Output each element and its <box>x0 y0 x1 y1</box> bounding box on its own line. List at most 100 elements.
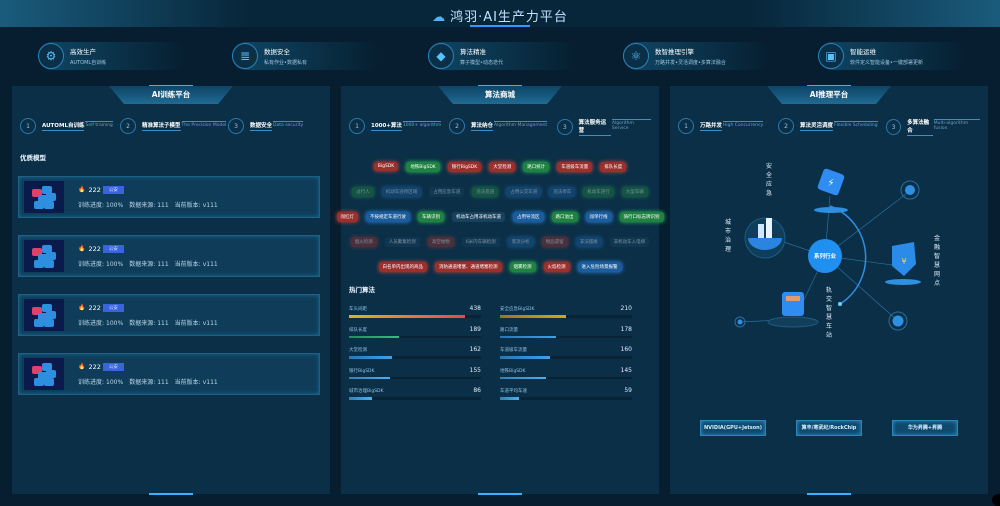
gear-icon: ⚙ <box>38 43 64 69</box>
algorithm-tag[interactable]: 银行BigSDK <box>447 161 482 172</box>
model-card[interactable]: 🔥 222 公安 训练进度: 100% 数据来源: 111 当前版本: v111 <box>18 294 320 336</box>
step-subtitle: High Concurrency <box>723 120 764 128</box>
bar-fill <box>349 335 400 338</box>
server-rack-thumbnail <box>24 358 64 390</box>
bar-value: 160 <box>620 346 632 353</box>
algorithm-tag[interactable]: 车辆识别 <box>418 211 444 222</box>
feature-subtitle: 软件定义智能设备•一键部署更新 <box>850 60 923 66</box>
algorithm-tag[interactable]: BigSDK <box>373 162 399 171</box>
step-title: 算法服务运营 <box>578 118 611 136</box>
algorithm-tag[interactable]: 机动车占用非机动车道 <box>452 211 505 222</box>
feature-title: 智能运维 <box>850 48 876 56</box>
source-label: 数据来源: <box>129 319 156 327</box>
bar-value: 145 <box>620 366 632 374</box>
algorithm-tag[interactable]: 物品遗留 <box>541 236 568 247</box>
algorithm-tag[interactable]: 违法停车 <box>549 186 576 197</box>
panel-title: AI训练平台 <box>109 86 233 104</box>
algorithm-tag[interactable]: 进入危险场景报警 <box>577 261 622 272</box>
industry-label: 安全应急 <box>765 163 772 197</box>
version-value: v111 <box>202 319 218 327</box>
algorithm-tag[interactable]: 地铁BigSDK <box>406 161 440 172</box>
step-subtitle: Multi-algorithm fusion <box>933 119 980 131</box>
bar-track <box>349 335 481 338</box>
algorithm-tag[interactable]: 高空抛物 <box>427 236 454 247</box>
step-title: 万路并发 <box>700 123 723 131</box>
algorithm-tag[interactable]: 排队长度 <box>600 161 627 172</box>
inference-panel: AI推理平台 1 万路并发 High Concurrency 2 算法灵活调度 Flexi… <box>670 85 988 495</box>
algorithm-tag[interactable]: 占用公交车道 <box>506 186 542 197</box>
version-value: v111 <box>202 201 218 209</box>
algorithm-tag[interactable]: 路口溢出 <box>551 211 578 222</box>
algorithm-tag[interactable]: 车道级车流量 <box>557 161 593 172</box>
progress-label: 训练进度: <box>78 319 105 327</box>
bar-item: 银行BigSDK 155 <box>349 366 481 387</box>
section-title: 优质模型 <box>20 154 46 162</box>
algorithm-tag[interactable]: 过行人 <box>352 186 374 197</box>
step-subtitle: Algorithm Management <box>494 120 548 128</box>
algorithm-tags: BigSDK 地铁BigSDK 银行BigSDK 大堂检测 路口统计 车道级车流量 排队长度… <box>336 154 664 279</box>
algorithm-tag[interactable]: 闯红灯 <box>336 211 358 222</box>
bar-fill <box>500 356 551 359</box>
bar-value: 155 <box>469 366 481 374</box>
algorithm-tag[interactable]: 路口统计 <box>523 161 550 172</box>
step-number: 2 <box>449 118 465 134</box>
version-label: 当前版本: <box>174 260 201 268</box>
model-card[interactable]: 🔥 222 公安 训练进度: 100% 数据来源: 111 当前版本: v111 <box>18 235 320 277</box>
algorithm-tag[interactable]: 非机动车入电梯 <box>609 236 650 247</box>
version-value: v111 <box>202 260 218 268</box>
model-card[interactable]: 🔥 222 公安 训练进度: 100% 数据来源: 111 当前版本: v111 <box>18 176 320 218</box>
bar-value: 86 <box>473 387 481 394</box>
bar-item: 城市治理BigSDK 86 <box>349 386 481 407</box>
hardware-rockchip-button[interactable]: 算丰/寒武纪/RockChip <box>796 420 862 436</box>
source-value: 111 <box>157 319 169 327</box>
industry-label: 城市治理 <box>724 219 731 253</box>
step-subtitle: Algorithm Service <box>611 119 651 131</box>
algorithm-tag[interactable]: 烟雾检测 <box>509 261 536 272</box>
svg-text:⚡: ⚡ <box>827 178 834 189</box>
algorithm-tag[interactable]: 闯单行线 <box>585 211 612 222</box>
algorithm-tag[interactable]: 大堂检测 <box>489 161 516 172</box>
scroll-corner-icon[interactable] <box>992 494 1000 506</box>
step-subtitle: Self training <box>85 120 113 128</box>
algorithm-tag[interactable]: 骑行口标志牌识别 <box>619 211 664 222</box>
algorithm-tag[interactable]: 机动车逆行 <box>583 186 614 197</box>
algorithm-tag[interactable]: 机动车违停区域 <box>381 186 422 197</box>
algorithm-tag[interactable]: 占用应急车道 <box>429 186 465 197</box>
algorithm-tag[interactable]: 占用导流区 <box>513 211 544 222</box>
lightning-icon <box>817 168 845 196</box>
algorithm-tag[interactable]: 6米内车辆检测 <box>461 236 500 247</box>
algorithm-tag[interactable]: 客流分析 <box>507 236 534 247</box>
algorithm-tag[interactable]: 消防通道堵塞、通道堵塞检测 <box>435 261 502 272</box>
tag-row: 白名单内出现的商品 消防通道堵塞、通道堵塞检测 烟雾检测 火焰检测 进入危险场景报警 <box>347 254 653 279</box>
bar-label: 排队长度 <box>349 327 367 333</box>
algorithm-tag[interactable]: 违法变道 <box>472 186 499 197</box>
bar-fill <box>349 397 372 400</box>
center-label: 系列行业 <box>814 252 837 260</box>
source-value: 111 <box>157 260 169 268</box>
step-subtitle: The Precision Model <box>181 120 227 128</box>
algorithm-tag[interactable]: 人员聚集检测 <box>384 236 420 247</box>
model-card[interactable]: 🔥 222 公安 训练进度: 100% 数据来源: 111 当前版本: v111 <box>18 353 320 395</box>
algorithm-tag[interactable]: 大型车辆 <box>621 186 648 197</box>
algorithm-tag[interactable]: 烟火检测 <box>350 236 377 247</box>
step-subtitle: Data security <box>273 120 304 128</box>
hardware-nvidia-button[interactable]: NVIDIA(GPU+Jetson) <box>700 420 766 436</box>
feature-item: ◆ 算法精准 算子模型•动态迭代 <box>428 42 578 70</box>
progress-label: 训练进度: <box>78 378 105 386</box>
category-badge: 公安 <box>102 362 124 371</box>
bar-track <box>500 376 632 379</box>
bar-value: 162 <box>469 346 481 353</box>
algorithm-tag[interactable]: 不按规定车道行驶 <box>366 211 410 222</box>
server-rack-thumbnail <box>24 240 64 272</box>
fire-icon: 🔥 <box>78 304 86 311</box>
hardware-huawei-button[interactable]: 华为昇腾+昇腾 <box>892 420 958 436</box>
feature-title: 数智推理引擎 <box>655 48 694 56</box>
algorithm-tag[interactable]: 火焰检测 <box>543 261 570 272</box>
bar-track <box>349 376 481 379</box>
category-badge: 公安 <box>102 185 124 194</box>
algorithm-tag[interactable]: 白名单内出现的商品 <box>378 261 427 272</box>
feature-subtitle: AUTOML自训练 <box>70 60 107 66</box>
algorithm-tag[interactable]: 非法摆摊 <box>575 236 602 247</box>
feature-title: 数据安全 <box>264 48 290 56</box>
industry-label: 轨交智慧车站 <box>825 287 832 339</box>
